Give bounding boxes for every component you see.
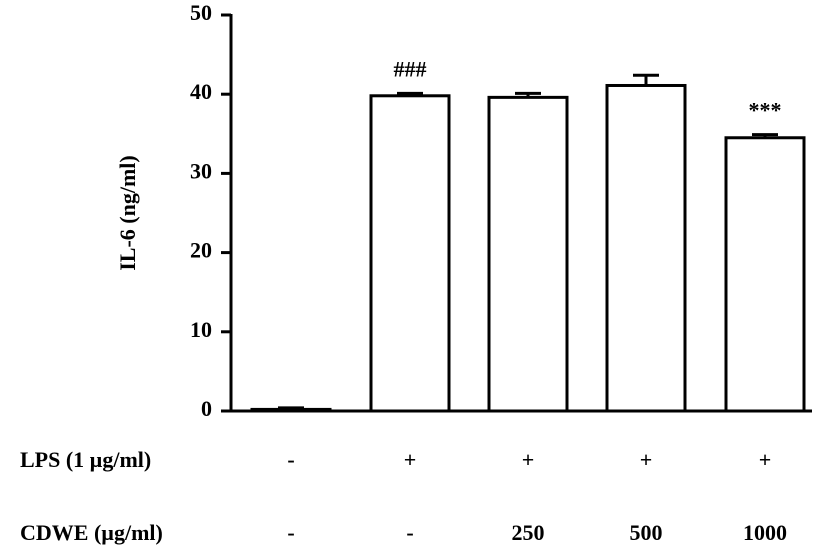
y-tick-label: 50	[190, 0, 212, 25]
y-tick-label: 0	[201, 396, 212, 421]
row-cell: 500	[630, 520, 663, 545]
row-cell: 250	[512, 520, 545, 545]
row-cell: 1000	[743, 520, 787, 545]
y-tick-label: 20	[190, 238, 212, 263]
bar	[250, 407, 332, 413]
significance-label: ###	[394, 56, 427, 81]
bar	[605, 83, 687, 413]
y-tick-label: 40	[190, 79, 212, 104]
row-cell: -	[287, 447, 294, 472]
row-cell: +	[640, 447, 653, 472]
significance-label: ***	[749, 98, 782, 123]
row-cell: +	[759, 447, 772, 472]
bar	[724, 136, 806, 413]
row-label: CDWE (µg/ml)	[20, 520, 163, 545]
bar	[487, 95, 569, 413]
row-cell: -	[287, 520, 294, 545]
bar	[369, 94, 451, 413]
y-tick-label: 30	[190, 158, 212, 183]
y-tick-label: 10	[190, 317, 212, 342]
y-axis-title: IL-6 (ng/ml)	[115, 155, 140, 271]
row-cell: +	[522, 447, 535, 472]
row-label: LPS (1 µg/ml)	[20, 447, 151, 472]
row-cell: +	[404, 447, 417, 472]
row-cell: -	[406, 520, 413, 545]
